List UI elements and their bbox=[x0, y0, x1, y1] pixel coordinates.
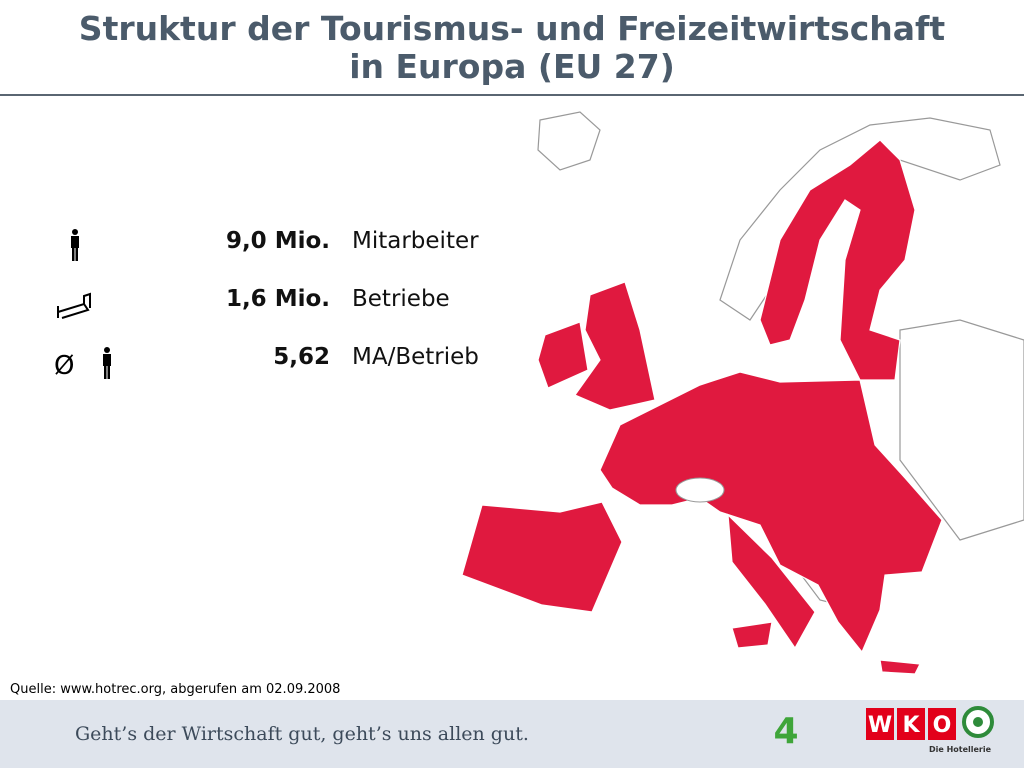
cyprus-crete bbox=[879, 659, 921, 675]
source: Quelle: www.hotrec.org, abgerufen am 02.… bbox=[10, 682, 340, 697]
great-britain bbox=[574, 281, 656, 411]
logo-letter: O bbox=[933, 713, 952, 738]
sicily bbox=[731, 621, 773, 649]
iberia bbox=[461, 501, 623, 613]
stat-value: 9,0 Mio. bbox=[226, 228, 330, 254]
person-icon bbox=[103, 347, 111, 379]
stat-label: Betriebe bbox=[352, 286, 450, 312]
scandinavia bbox=[759, 139, 916, 381]
title-line: in Europa (EU 27) bbox=[349, 47, 675, 86]
switzerland bbox=[675, 477, 725, 503]
europe-map bbox=[461, 111, 1024, 675]
person-icon bbox=[71, 229, 79, 261]
title-line: Struktur der Tourismus- und Freizeitwirt… bbox=[79, 9, 946, 48]
stat-value: 1,6 Mio. bbox=[226, 286, 330, 312]
iceland bbox=[537, 111, 601, 171]
logo-letter: K bbox=[902, 713, 920, 738]
ireland bbox=[537, 321, 589, 389]
logo: W K O Die Hotellerie bbox=[866, 706, 994, 754]
stat-label: Mitarbeiter bbox=[352, 228, 479, 254]
stat-value: 5,62 bbox=[273, 344, 330, 370]
average-symbol: Ø bbox=[54, 351, 74, 381]
logo-letter: W bbox=[868, 713, 892, 738]
east-europe bbox=[899, 319, 1024, 541]
logo-caption: Die Hotellerie bbox=[929, 745, 992, 754]
slogan: Geht’s der Wirtschaft gut, geht’s uns al… bbox=[75, 723, 529, 745]
italy bbox=[727, 513, 816, 650]
bed-icon bbox=[57, 292, 91, 319]
footer-band bbox=[0, 700, 1024, 768]
page-number: 4 bbox=[773, 711, 798, 752]
stat-label: MA/Betrieb bbox=[352, 344, 479, 370]
